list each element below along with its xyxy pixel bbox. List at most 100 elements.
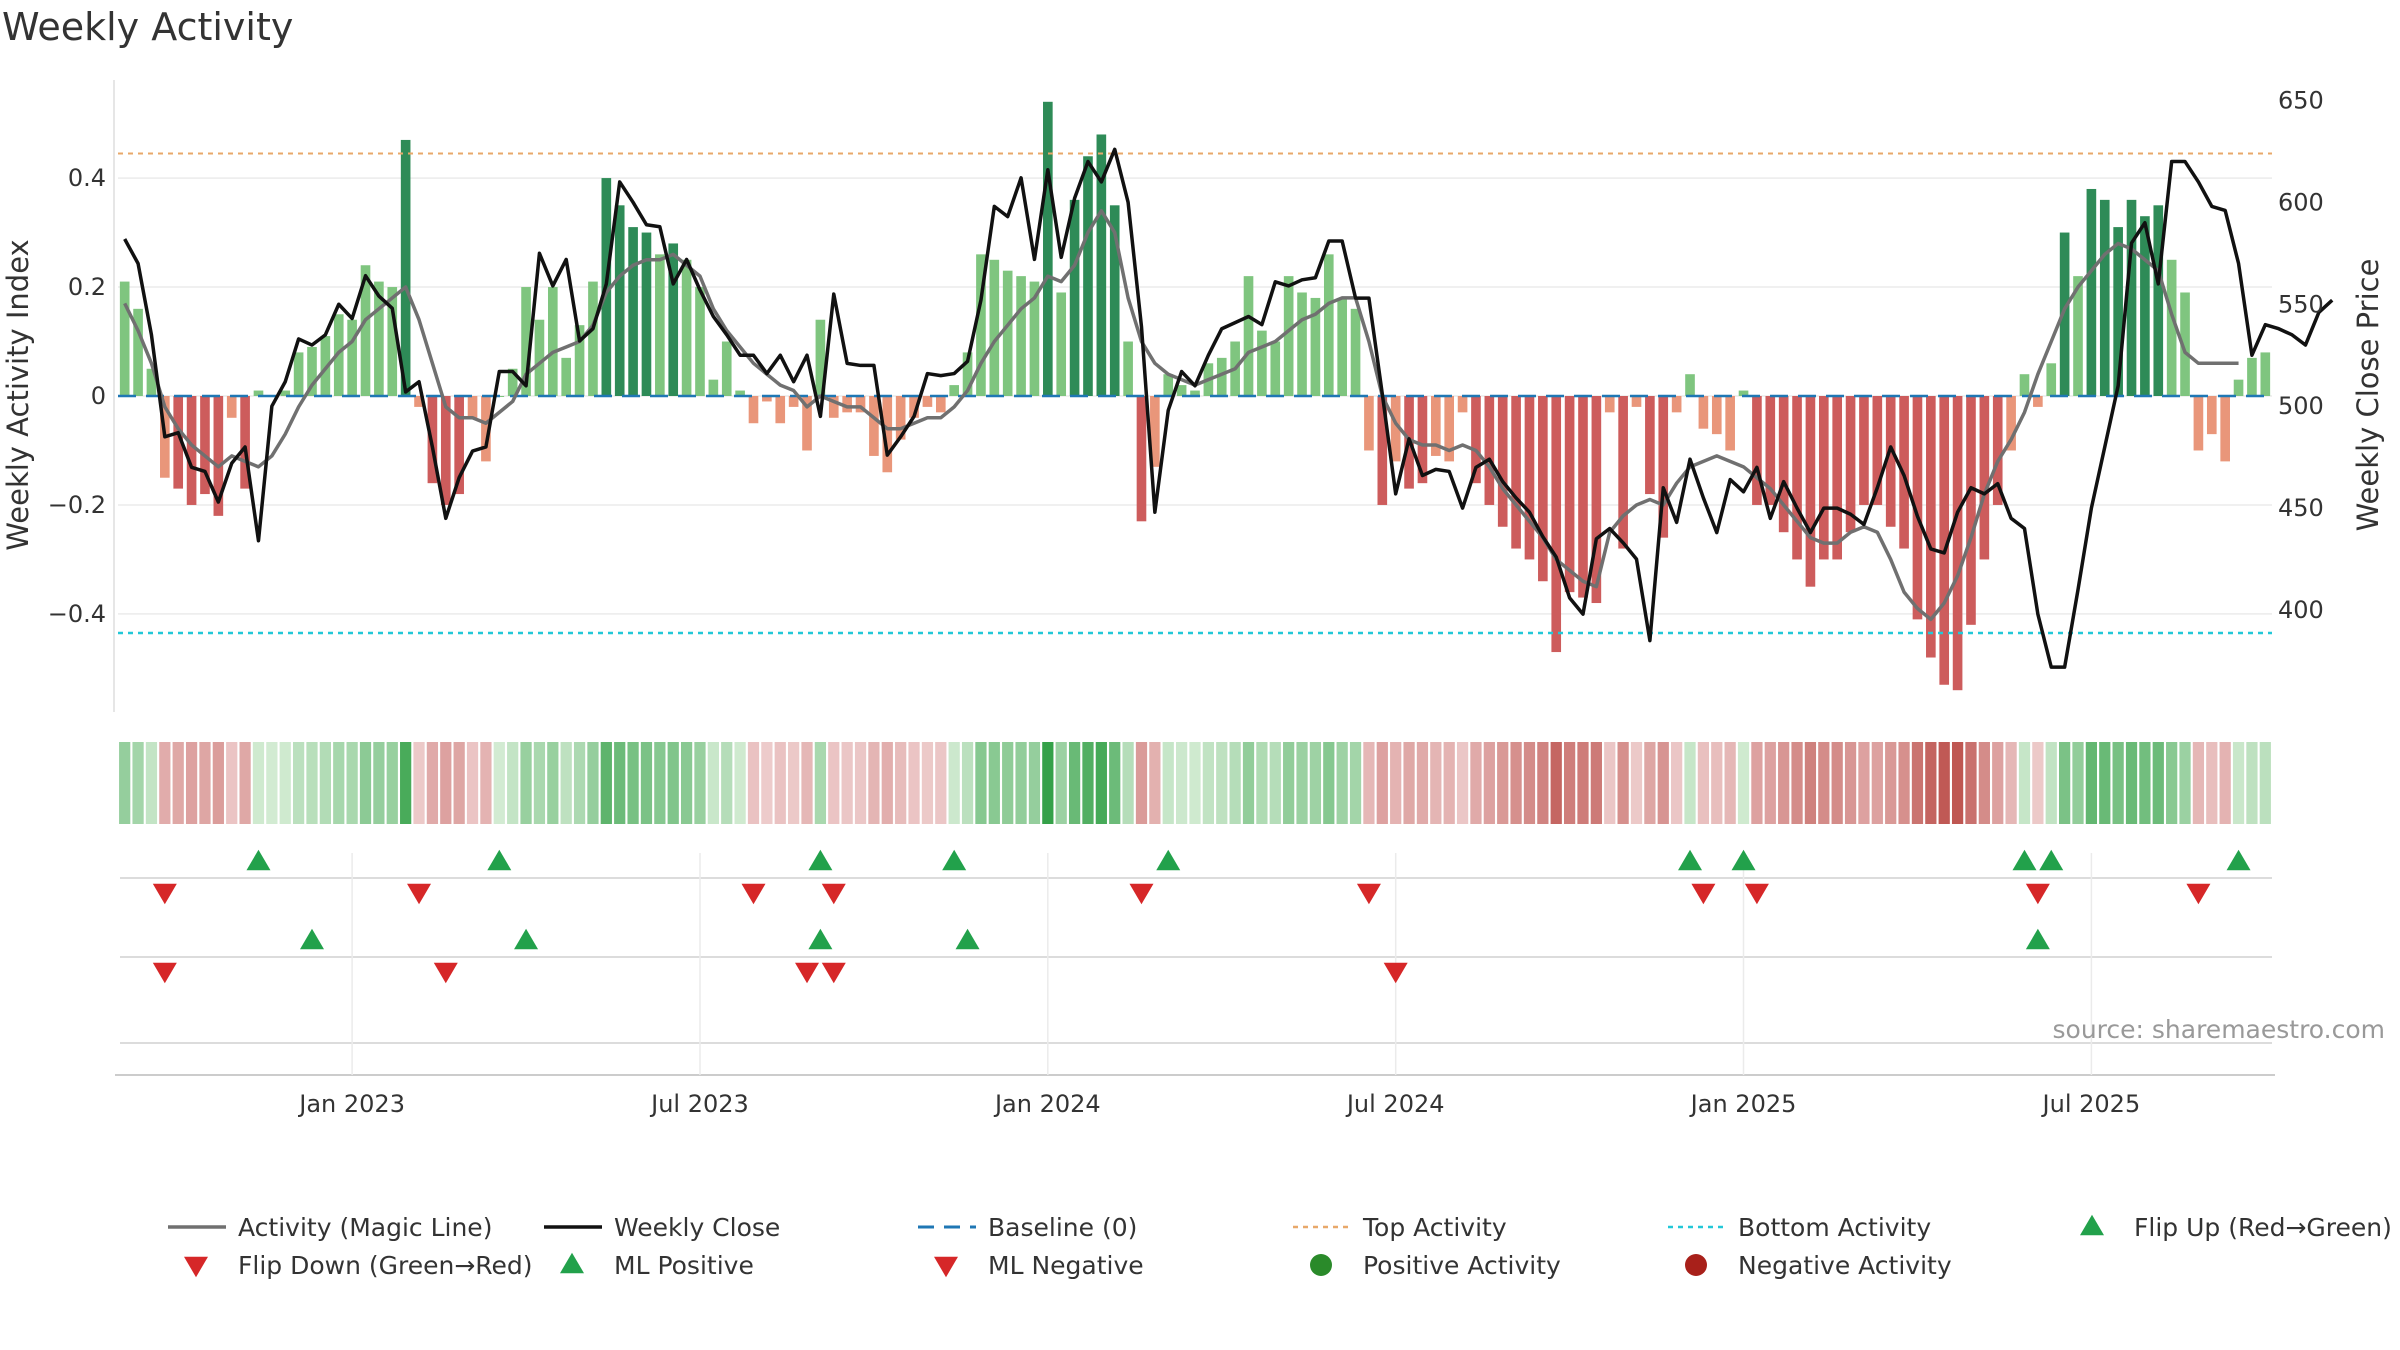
heat-cell xyxy=(788,742,799,824)
y2-axis-label: Weekly Close Price xyxy=(2351,259,2385,532)
flip-up-marker xyxy=(487,850,511,870)
heat-cell xyxy=(1510,742,1521,824)
activity-bar xyxy=(187,396,197,505)
heat-cell xyxy=(1310,742,1321,824)
heat-cell xyxy=(1203,742,1214,824)
heat-cell xyxy=(2072,742,2083,824)
activity-bar xyxy=(1752,396,1762,505)
heat-cell xyxy=(1296,742,1307,824)
activity-bar xyxy=(1672,396,1682,412)
activity-bar xyxy=(2153,205,2163,396)
legend-label: Weekly Close xyxy=(614,1213,780,1242)
heat-cell xyxy=(1042,742,1053,824)
y2-tick-label: 550 xyxy=(2278,290,2324,318)
heat-cell xyxy=(280,742,291,824)
activity-bar xyxy=(2247,358,2257,396)
heat-cell xyxy=(1069,742,1080,824)
activity-bar xyxy=(2127,200,2137,396)
activity-bar xyxy=(709,380,719,396)
heat-cell xyxy=(373,742,384,824)
activity-bar xyxy=(2020,374,2030,396)
flip-down-marker xyxy=(153,884,177,904)
heat-cell xyxy=(1377,742,1388,824)
activity-bar xyxy=(1056,292,1066,396)
legend-item: ML Positive xyxy=(560,1251,754,1280)
legend: Activity (Magic Line) Flip Down (Green→Re… xyxy=(168,1213,2392,1280)
legend-label: Baseline (0) xyxy=(988,1213,1137,1242)
heat-cell xyxy=(1002,742,1013,824)
activity-bar xyxy=(682,260,692,396)
heat-cell xyxy=(1832,742,1843,824)
legend-circle xyxy=(1685,1254,1707,1276)
activity-bar xyxy=(561,358,571,396)
heat-cell xyxy=(1497,742,1508,824)
activity-bar xyxy=(722,342,732,396)
y-axis-label: Weekly Activity Index xyxy=(1,239,35,550)
heat-cell xyxy=(989,742,1000,824)
y2-tick-label: 400 xyxy=(2278,596,2324,624)
flip-up-marker xyxy=(808,850,832,870)
activity-bar xyxy=(1953,396,1963,690)
activity-bar xyxy=(789,396,799,407)
activity-bar xyxy=(1177,385,1187,396)
flip-up-marker xyxy=(2012,850,2036,870)
weekly-activity-chart: Weekly Activity 0.40.20−0.2−0.4650600550… xyxy=(0,0,2400,1350)
heat-cell xyxy=(467,742,478,824)
heat-cell xyxy=(1176,742,1187,824)
heat-cell xyxy=(654,742,665,824)
activity-bar xyxy=(401,140,411,396)
flip-up-marker xyxy=(246,850,270,870)
heat-cell xyxy=(1470,742,1481,824)
heat-cell xyxy=(561,742,572,824)
ml-positive-marker xyxy=(808,929,832,949)
heat-cell xyxy=(2126,742,2137,824)
activity-bar xyxy=(949,385,959,396)
heat-cell xyxy=(587,742,598,824)
heat-cell xyxy=(1604,742,1615,824)
heat-cell xyxy=(387,742,398,824)
heat-cell xyxy=(1698,742,1709,824)
heat-cell xyxy=(1912,742,1923,824)
legend-label: Activity (Magic Line) xyxy=(238,1213,492,1242)
heat-cell xyxy=(935,742,946,824)
activity-bar xyxy=(1618,396,1628,549)
heat-cell xyxy=(146,742,157,824)
activity-bar xyxy=(615,205,625,396)
activity-bar xyxy=(2033,396,2043,407)
heat-cell xyxy=(574,742,585,824)
y-tick-label: 0.2 xyxy=(68,273,106,301)
activity-bar xyxy=(1551,396,1561,652)
heat-cell xyxy=(761,742,772,824)
y2-tick-label: 650 xyxy=(2278,86,2324,114)
activity-bar xyxy=(1244,276,1254,396)
activity-bar xyxy=(2234,380,2244,396)
activity-bar xyxy=(655,254,665,396)
y-tick-label: −0.2 xyxy=(48,491,106,519)
heat-cell xyxy=(360,742,371,824)
flip-down-marker xyxy=(741,884,765,904)
heat-cell xyxy=(347,742,358,824)
heat-cell xyxy=(199,742,210,824)
flip-up-marker xyxy=(1156,850,1180,870)
heat-cell xyxy=(1618,742,1629,824)
legend-item: Flip Up (Red→Green) xyxy=(2080,1213,2392,1242)
heat-cell xyxy=(721,742,732,824)
heat-cell xyxy=(226,742,237,824)
activity-bar xyxy=(869,396,879,456)
heat-cell xyxy=(1403,742,1414,824)
activity-bar xyxy=(1123,342,1133,396)
heat-cell xyxy=(2046,742,2057,824)
heat-cell xyxy=(480,742,491,824)
heat-cell xyxy=(186,742,197,824)
heat-cell xyxy=(2246,742,2257,824)
heat-cell xyxy=(266,742,277,824)
heat-cell xyxy=(815,742,826,824)
legend-item: Top Activity xyxy=(1293,1213,1507,1242)
heat-cell xyxy=(293,742,304,824)
activity-bar xyxy=(1458,396,1468,412)
heat-cell xyxy=(708,742,719,824)
activity-bar xyxy=(1485,396,1495,505)
heat-cell xyxy=(306,742,317,824)
heat-cell xyxy=(1965,742,1976,824)
heat-cell xyxy=(2019,742,2030,824)
